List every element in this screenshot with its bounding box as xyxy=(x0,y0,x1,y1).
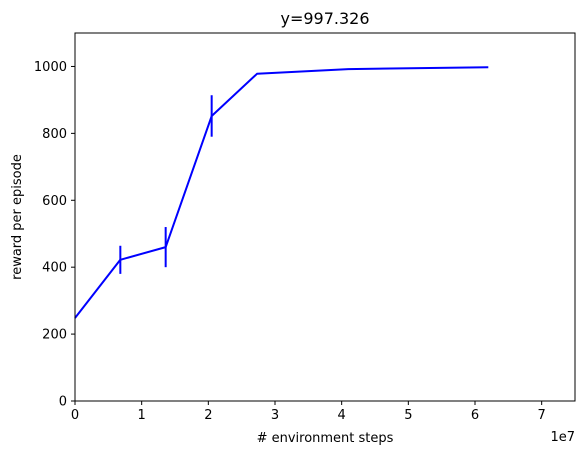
x-tick-label: 3 xyxy=(271,408,279,423)
y-tick-label: 0 xyxy=(59,395,67,410)
x-tick-label: 4 xyxy=(338,408,346,423)
plot-frame xyxy=(74,32,576,402)
chart-title: y=997.326 xyxy=(280,9,369,28)
y-tick-label: 400 xyxy=(42,261,67,276)
series-line xyxy=(74,66,489,319)
x-tick-label: 0 xyxy=(71,408,79,423)
x-axis-exponent-label: 1e7 xyxy=(550,430,575,445)
x-tick-label: 2 xyxy=(204,408,212,423)
y-tick-label: 800 xyxy=(42,127,67,142)
plot-layer xyxy=(74,66,489,319)
x-axis: 0 1 2 3 4 5 6 7 xyxy=(71,401,546,423)
x-tick-label: 7 xyxy=(538,408,546,423)
y-axis-label: reward per episode xyxy=(10,154,25,280)
y-axis: 0 200 400 600 800 1000 xyxy=(34,60,75,410)
y-tick-label: 600 xyxy=(42,194,67,209)
y-tick-label: 200 xyxy=(42,328,67,343)
x-tick-label: 1 xyxy=(138,408,146,423)
y-tick-label: 1000 xyxy=(34,60,67,75)
x-tick-label: 5 xyxy=(404,408,412,423)
x-tick-label: 6 xyxy=(471,408,479,423)
x-axis-label: # environment steps xyxy=(257,431,394,446)
